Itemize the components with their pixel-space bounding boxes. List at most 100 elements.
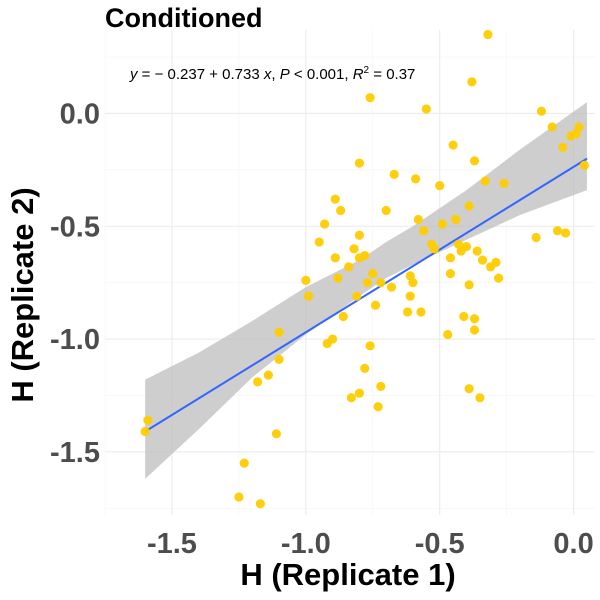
data-point bbox=[536, 106, 547, 116]
equation-p-rel: < 0.001, bbox=[290, 66, 353, 83]
data-point bbox=[253, 377, 263, 387]
data-point bbox=[435, 181, 445, 191]
equation-r: R bbox=[353, 66, 364, 83]
data-point bbox=[464, 280, 474, 290]
data-point bbox=[365, 93, 375, 103]
data-point bbox=[143, 415, 153, 425]
data-point bbox=[451, 214, 461, 225]
data-point bbox=[560, 228, 571, 238]
data-point bbox=[472, 246, 482, 256]
data-point bbox=[459, 311, 469, 322]
data-point bbox=[443, 329, 453, 340]
x-tick-label: -1.0 bbox=[281, 528, 331, 560]
data-point bbox=[480, 176, 490, 186]
data-point bbox=[234, 492, 244, 502]
data-point bbox=[416, 307, 426, 317]
data-point bbox=[411, 174, 421, 184]
data-point bbox=[301, 275, 311, 285]
data-point bbox=[413, 214, 423, 225]
data-point bbox=[327, 334, 338, 344]
y-axis-title: H (Replicate 2) bbox=[5, 187, 40, 402]
data-point bbox=[274, 327, 284, 337]
data-point bbox=[461, 241, 472, 252]
data-point bbox=[402, 307, 413, 317]
data-point bbox=[445, 253, 456, 263]
y-tick-label: 0.0 bbox=[60, 98, 100, 130]
equation-p-sep: , bbox=[271, 66, 279, 83]
data-point bbox=[531, 232, 541, 243]
data-point bbox=[239, 458, 249, 468]
data-point bbox=[140, 426, 150, 437]
regression-equation: y = − 0.237 + 0.733 x, P < 0.001, R2 = 0… bbox=[129, 65, 415, 83]
y-tick-label: -0.5 bbox=[50, 211, 100, 243]
data-point bbox=[354, 230, 364, 240]
data-point bbox=[346, 393, 356, 403]
equation-y: y bbox=[129, 66, 139, 83]
data-point bbox=[336, 205, 346, 216]
data-point bbox=[469, 156, 480, 166]
data-point bbox=[330, 253, 340, 263]
data-point bbox=[338, 311, 348, 322]
data-point bbox=[467, 77, 477, 87]
data-point bbox=[464, 201, 474, 211]
x-axis-ticks: -1.5 -1.0 -0.5 0.0 bbox=[147, 528, 594, 560]
data-point bbox=[370, 300, 381, 310]
data-point bbox=[354, 158, 364, 168]
data-point bbox=[483, 29, 493, 40]
data-point bbox=[271, 429, 281, 439]
data-point bbox=[381, 205, 391, 216]
data-point bbox=[352, 291, 362, 301]
x-tick-label: 0.0 bbox=[553, 528, 593, 560]
data-point bbox=[437, 219, 447, 229]
data-point bbox=[319, 219, 330, 229]
data-point bbox=[255, 499, 265, 509]
data-point bbox=[303, 291, 314, 301]
data-points bbox=[140, 29, 589, 509]
data-point bbox=[469, 314, 480, 324]
data-point bbox=[360, 363, 370, 373]
data-point bbox=[552, 226, 563, 236]
data-point bbox=[448, 140, 458, 150]
data-point bbox=[362, 278, 373, 288]
data-point bbox=[464, 384, 474, 394]
equation-x: x bbox=[263, 66, 272, 83]
data-point bbox=[349, 244, 359, 254]
data-point bbox=[386, 282, 397, 292]
data-point bbox=[274, 354, 284, 364]
data-point bbox=[429, 244, 439, 254]
data-point bbox=[475, 393, 485, 403]
confidence-band bbox=[145, 102, 587, 479]
data-point bbox=[354, 388, 364, 398]
data-point bbox=[558, 142, 568, 152]
equation-r-superscript: 2 bbox=[364, 65, 370, 76]
data-point bbox=[330, 194, 340, 204]
data-point bbox=[368, 269, 378, 279]
equation-body: = − 0.237 + 0.733 bbox=[138, 66, 264, 83]
data-point bbox=[333, 273, 343, 283]
data-point bbox=[405, 291, 415, 301]
data-point bbox=[445, 269, 456, 279]
data-point bbox=[408, 278, 418, 288]
data-point bbox=[344, 262, 354, 272]
x-axis-title: H (Replicate 1) bbox=[240, 557, 455, 592]
data-point bbox=[579, 160, 589, 170]
equation-p: P bbox=[280, 66, 290, 83]
data-point bbox=[547, 122, 557, 132]
data-point bbox=[419, 226, 429, 236]
x-tick-label: -1.5 bbox=[147, 528, 197, 560]
y-tick-label: -1.5 bbox=[50, 437, 100, 469]
equation-r-value: = 0.37 bbox=[369, 66, 415, 83]
data-point bbox=[376, 278, 386, 288]
data-point bbox=[494, 273, 504, 283]
data-point bbox=[360, 250, 370, 261]
x-tick-label: -0.5 bbox=[415, 528, 465, 560]
data-point bbox=[469, 325, 480, 335]
data-point bbox=[373, 402, 383, 412]
y-axis-ticks: -1.5 -1.0 -0.5 0.0 bbox=[50, 98, 100, 468]
data-point bbox=[314, 237, 324, 247]
data-point bbox=[477, 255, 488, 265]
data-point bbox=[389, 169, 399, 179]
y-tick-label: -1.0 bbox=[50, 324, 100, 356]
data-point bbox=[499, 178, 509, 188]
